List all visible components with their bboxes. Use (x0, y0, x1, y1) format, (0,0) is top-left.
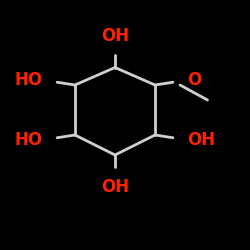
Text: OH: OH (188, 131, 216, 149)
Text: HO: HO (14, 71, 42, 89)
Text: OH: OH (101, 178, 129, 196)
Text: O: O (188, 71, 202, 89)
Text: OH: OH (101, 27, 129, 45)
Text: HO: HO (14, 131, 42, 149)
